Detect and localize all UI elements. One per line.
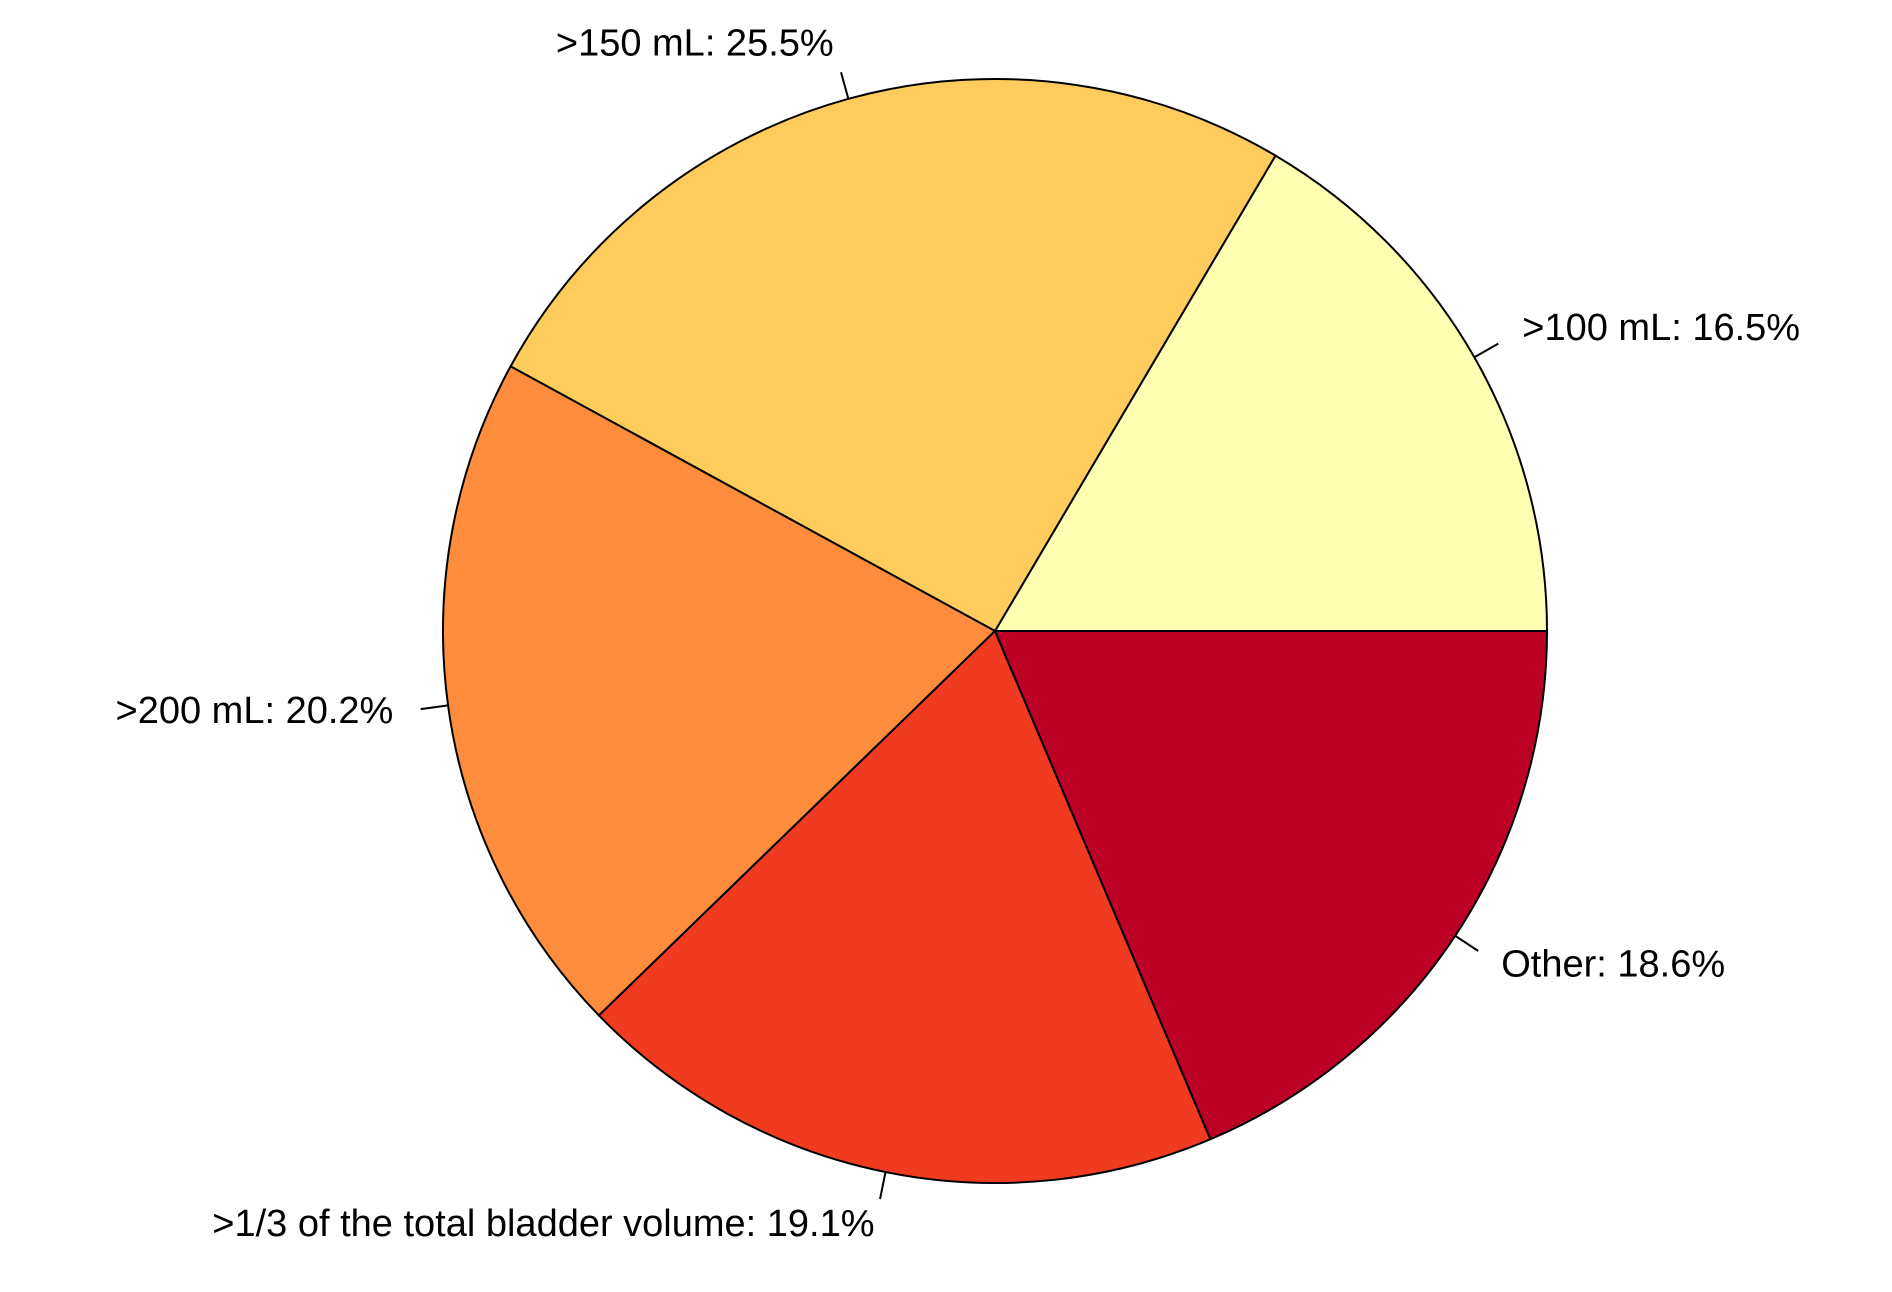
slice-label: >1/3 of the total bladder volume: 19.1% — [212, 1203, 874, 1245]
label-tick — [879, 1171, 887, 1200]
slice-label: >100 mL: 16.5% — [1522, 307, 1800, 349]
pie-slice — [597, 629, 1212, 1184]
label-tick — [840, 71, 850, 100]
label-tick — [1454, 934, 1479, 952]
label-tick — [420, 704, 449, 711]
label-tick — [1473, 342, 1499, 359]
slice-label: >150 mL: 25.5% — [556, 23, 834, 65]
slice-label: Other: 18.6% — [1501, 943, 1725, 985]
slice-label: >200 mL: 20.2% — [116, 690, 394, 732]
pie-slice — [993, 630, 1549, 1141]
